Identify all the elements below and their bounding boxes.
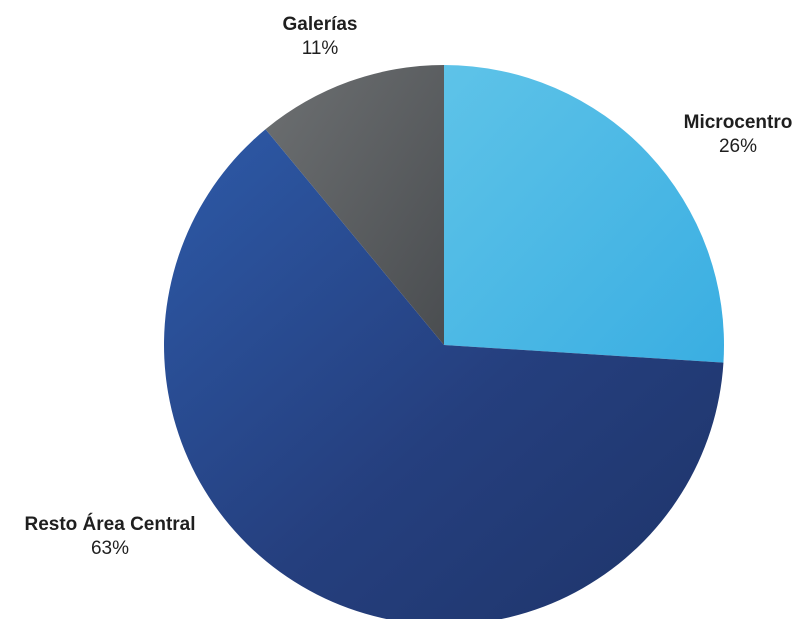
slice-label-galerias: Galerías	[283, 14, 358, 35]
slice-label-microcentro: Microcentro	[684, 112, 793, 133]
pie-labels: Microcentro 26% Resto Área Central 63% Galer…	[24, 14, 792, 559]
pie-slice-resto-area-central	[164, 129, 724, 619]
pie-slices	[164, 65, 725, 619]
slice-value-galerias: 11%	[302, 38, 339, 59]
pie-slice-galerias	[265, 65, 444, 345]
slice-label-resto-area-central: Resto Área Central	[24, 513, 195, 535]
slice-value-microcentro: 26%	[719, 136, 757, 157]
pie-slice-microcentro	[444, 65, 725, 363]
slice-value-resto-area-central: 63%	[91, 538, 129, 559]
